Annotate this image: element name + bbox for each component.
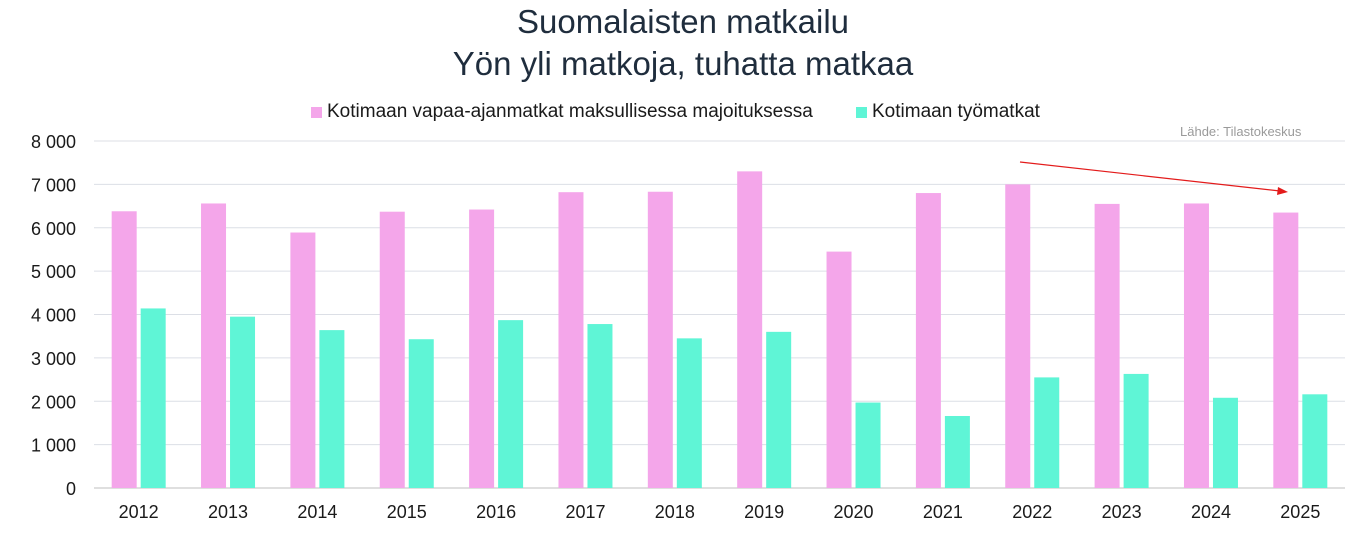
bar-leisure-2017: [558, 192, 584, 488]
x-tick-label: 2017: [565, 502, 605, 522]
y-tick-label: 6 000: [31, 219, 76, 239]
x-tick-label: 2019: [744, 502, 784, 522]
legend-label-work: Kotimaan työmatkat: [872, 101, 1040, 122]
bar-work-2025: [1302, 394, 1328, 488]
y-tick-label: 7 000: [31, 175, 76, 195]
x-tick-label: 2024: [1191, 502, 1231, 522]
bars: [111, 171, 1328, 489]
x-tick-label: 2023: [1102, 502, 1142, 522]
x-axis: 2012 2013 2014 2015 2016 2017 2018 2019 2020 2021…: [119, 502, 1321, 522]
bar-work-2015: [408, 339, 434, 488]
x-tick-label: 2021: [923, 502, 963, 522]
y-tick-label: 2 000: [31, 392, 76, 412]
bar-leisure-2018: [647, 191, 673, 488]
bar-leisure-2022: [1005, 184, 1031, 488]
x-tick-label: 2018: [655, 502, 695, 522]
y-tick-label: 1 000: [31, 436, 76, 456]
chart-title: Suomalaisten matkailu: [517, 3, 849, 40]
bar-work-2020: [855, 402, 881, 488]
chart-subtitle: Yön yli matkoja, tuhatta matkaa: [452, 45, 914, 82]
y-tick-label: 5 000: [31, 262, 76, 282]
bar-leisure-2019: [737, 171, 763, 489]
annotations: [1019, 161, 1288, 195]
bar-leisure-2016: [469, 209, 495, 488]
x-tick-label: 2012: [119, 502, 159, 522]
bar-work-2018: [676, 338, 702, 488]
bar-work-2013: [230, 316, 256, 488]
bar-work-2023: [1123, 373, 1149, 488]
x-tick-label: 2025: [1280, 502, 1320, 522]
x-tick-label: 2022: [1012, 502, 1052, 522]
bar-work-2022: [1034, 377, 1060, 488]
bar-leisure-2024: [1183, 203, 1209, 488]
legend: Kotimaan vapaa-ajanmatkat maksullisessa …: [0, 101, 1366, 125]
bar-leisure-2020: [826, 251, 852, 488]
legend-item-work: Kotimaan työmatkat: [856, 101, 1040, 123]
trend-arrow-head: [1277, 187, 1288, 195]
x-tick-label: 2020: [834, 502, 874, 522]
trend-arrow-line: [1019, 161, 1281, 192]
bar-work-2016: [498, 320, 524, 488]
bar-work-2019: [766, 331, 792, 488]
y-tick-label: 0: [66, 479, 76, 499]
legend-item-leisure: Kotimaan vapaa-ajanmatkat maksullisessa …: [311, 101, 813, 123]
bar-leisure-2015: [379, 211, 405, 489]
legend-swatch-work: [856, 106, 867, 118]
bar-leisure-2013: [201, 203, 227, 488]
bar-leisure-2012: [111, 211, 137, 488]
bar-leisure-2021: [915, 193, 941, 489]
gridlines: [94, 140, 1345, 489]
bar-work-2017: [587, 324, 613, 488]
bar-leisure-2023: [1094, 203, 1120, 489]
y-tick-label: 8 000: [31, 132, 76, 152]
bar-work-2014: [319, 330, 345, 488]
x-tick-label: 2014: [297, 502, 337, 522]
source-note: Lähde: Tilastokeskus: [1180, 124, 1302, 139]
y-tick-label: 3 000: [31, 349, 76, 369]
bar-leisure-2014: [290, 232, 316, 488]
y-axis: 0 1 000 2 000 3 000 4 000 5 000 6 000 7 000 8 00…: [31, 132, 76, 499]
x-tick-label: 2013: [208, 502, 248, 522]
bar-work-2012: [140, 308, 166, 488]
bar-leisure-2025: [1273, 212, 1299, 488]
legend-swatch-leisure: [311, 106, 322, 118]
legend-label-leisure: Kotimaan vapaa-ajanmatkat maksullisessa …: [327, 101, 813, 122]
bar-work-2021: [944, 415, 970, 488]
x-tick-label: 2015: [387, 502, 427, 522]
y-tick-label: 4 000: [31, 306, 76, 326]
x-tick-label: 2016: [476, 502, 516, 522]
bar-work-2024: [1212, 397, 1238, 488]
